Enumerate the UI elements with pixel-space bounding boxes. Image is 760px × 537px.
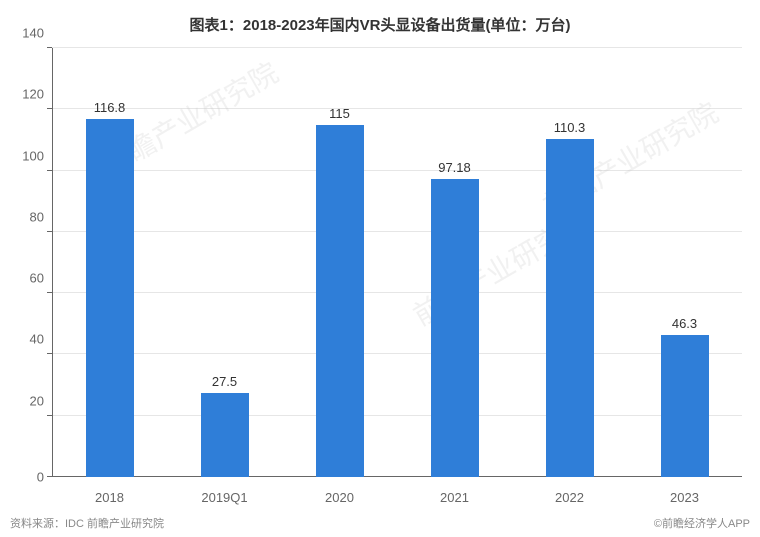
plot-area: 前瞻产业研究院 前瞻产业研究院 前瞻产业研究院 116.8 27.5 115 9…: [52, 48, 742, 477]
bar-value-label: 97.18: [438, 160, 471, 175]
bars-container: 116.8 27.5 115 97.18 110.3 46.3: [52, 48, 742, 477]
x-tick-label: 2020: [282, 490, 397, 505]
attribution-text: ©前瞻经济学人APP: [654, 515, 750, 531]
bar-value-label: 46.3: [672, 316, 697, 331]
bar: [201, 393, 249, 477]
chart-container: 图表1：2018-2023年国内VR头显设备出货量(单位：万台) 0 20 40…: [0, 0, 760, 537]
bar-group: 110.3: [512, 48, 627, 477]
bar: [546, 139, 594, 477]
bar: [661, 335, 709, 477]
y-tick-label: 0: [37, 470, 44, 485]
bar-group: 46.3: [627, 48, 742, 477]
y-tick-label: 60: [30, 271, 44, 286]
x-tick-label: 2021: [397, 490, 512, 505]
bar: [431, 179, 479, 477]
x-tick-label: 2022: [512, 490, 627, 505]
source-value: IDC 前瞻产业研究院: [65, 518, 164, 530]
y-tick-label: 20: [30, 393, 44, 408]
y-tick-label: 100: [22, 148, 44, 163]
y-axis: 0 20 40 60 80 100 120 140: [0, 48, 52, 477]
y-tick-label: 140: [22, 26, 44, 41]
x-tick-label: 2018: [52, 490, 167, 505]
bar-value-label: 115: [329, 106, 350, 121]
x-tick-label: 2019Q1: [167, 490, 282, 505]
bar-value-label: 110.3: [554, 120, 586, 135]
y-tick-label: 40: [30, 332, 44, 347]
bar-value-label: 116.8: [94, 100, 126, 115]
x-tick-label: 2023: [627, 490, 742, 505]
source-text: 资料来源：IDC 前瞻产业研究院: [10, 515, 164, 531]
bar-group: 115: [282, 48, 397, 477]
y-tick-label: 80: [30, 209, 44, 224]
source-label: 资料来源：: [10, 518, 65, 530]
bar-value-label: 27.5: [212, 374, 237, 389]
bar: [316, 125, 364, 477]
chart-title: 图表1：2018-2023年国内VR头显设备出货量(单位：万台): [0, 0, 760, 43]
x-axis-labels: 2018 2019Q1 2020 2021 2022 2023: [52, 490, 742, 505]
bar-group: 97.18: [397, 48, 512, 477]
bar-group: 27.5: [167, 48, 282, 477]
chart-footer: 资料来源：IDC 前瞻产业研究院 ©前瞻经济学人APP: [10, 515, 750, 531]
bar: [86, 119, 134, 477]
bar-group: 116.8: [52, 48, 167, 477]
y-tick-label: 120: [22, 87, 44, 102]
